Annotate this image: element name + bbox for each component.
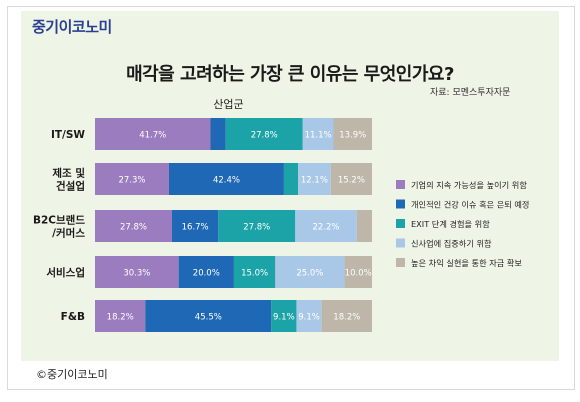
legend-swatch [396, 180, 405, 189]
data-label: 27.3% [118, 176, 145, 186]
bar-segment [225, 118, 303, 150]
data-label: 13.9% [339, 131, 366, 141]
legend-label: 개인적인 건강 이슈 혹은 은퇴 예정 [411, 200, 529, 210]
bar-segment [321, 300, 372, 332]
data-label: 42.4% [213, 176, 240, 186]
bar-segment [296, 300, 322, 332]
bar-segment [95, 210, 173, 242]
chart-title: 매각을 고려하는 가장 큰 이유는 무엇인가요? [126, 64, 454, 85]
data-label: 9.1% [298, 313, 320, 323]
data-label: 27.8% [251, 131, 278, 141]
data-label: 18.2% [107, 313, 134, 323]
data-label: 15.2% [338, 176, 365, 186]
data-label: 25.0% [296, 269, 323, 279]
bar-segment [145, 300, 272, 332]
category-label: IT/SW [51, 129, 85, 141]
data-label: 20.0% [193, 269, 220, 279]
data-label: 12.1% [301, 176, 328, 186]
bar-segment [233, 256, 276, 288]
bar-segment [283, 163, 298, 195]
bar-segment [178, 256, 234, 288]
category-label: B2C브랜드/커머스 [33, 214, 85, 240]
data-label: 10.0% [345, 269, 372, 279]
legend-swatch [396, 258, 405, 267]
data-label: 30.3% [123, 269, 150, 279]
data-label: 15.0% [241, 269, 268, 279]
legend-swatch [396, 219, 405, 228]
data-label: 41.7% [139, 131, 166, 141]
legend-label: 기업의 지속 가능성을 높이기 위함 [411, 180, 527, 190]
bar-segment [275, 256, 345, 288]
bar-segment [330, 163, 372, 195]
legend-swatch [396, 199, 405, 209]
bar-segment [344, 256, 372, 288]
legend-label: EXIT 단계 경험을 위함 [411, 219, 490, 229]
data-label: 27.8% [243, 223, 270, 233]
legend-swatch [396, 238, 405, 248]
source-note: 자료: 모멘스투자자문 [430, 88, 511, 98]
bar-segment [333, 118, 372, 150]
data-label: 27.8% [120, 223, 147, 233]
data-label: 45.5% [195, 313, 222, 323]
bar-segment [95, 256, 179, 288]
data-label: 18.2% [333, 313, 360, 323]
data-label: 9.1% [273, 313, 295, 323]
bar-segment [168, 163, 284, 195]
category-label: 서비스업 [46, 266, 85, 279]
legend-label: 신사업에 집중하기 위함 [411, 239, 492, 249]
category-label: F&B [61, 311, 85, 323]
bar-segment [218, 210, 296, 242]
bar-segment [356, 210, 372, 242]
axis-label-industry: 산업군 [213, 98, 243, 111]
bar-segment [302, 118, 334, 150]
data-label: 16.7% [182, 223, 209, 233]
bar-segment [95, 163, 169, 195]
legend-label: 높은 차익 실현을 통한 자금 확보 [411, 258, 522, 268]
copyright-text: ©중기이코노미 [36, 368, 108, 381]
bar-segment [172, 210, 219, 242]
bar-segment [295, 210, 357, 242]
category-label: 제조 및 건설업 [52, 167, 85, 193]
data-label: 22.2% [313, 223, 340, 233]
brand-logo: 중기이코노미 [32, 18, 112, 36]
bar-segment [271, 300, 297, 332]
bar-segment [298, 163, 331, 195]
data-label: 11.1% [305, 131, 332, 141]
bar-segment [210, 118, 226, 150]
bar-segment [95, 118, 211, 150]
bar-segment [95, 300, 146, 332]
